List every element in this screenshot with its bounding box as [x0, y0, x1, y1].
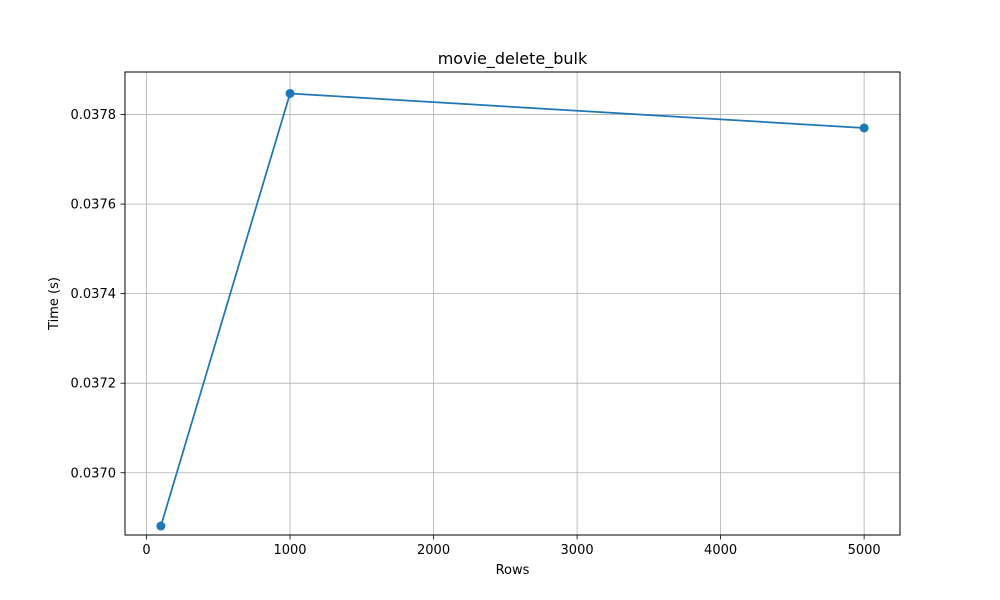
plot-frame	[124, 71, 901, 536]
y-tick-label: 0.0378	[71, 108, 117, 123]
data-point	[859, 123, 869, 133]
chart-title: movie_delete_bulk	[438, 49, 588, 69]
x-tick-label: 3000	[561, 543, 594, 558]
x-tick-label: 4000	[704, 543, 737, 558]
y-tick-label: 0.0374	[71, 287, 117, 302]
y-tick-label: 0.0376	[71, 198, 117, 213]
data-point	[285, 88, 295, 98]
y-tick-label: 0.0372	[71, 377, 117, 392]
axis-ticks: 0 1000 2000 3000 4000 5000 0.0370 0.0372 0.0374 0…	[71, 108, 881, 558]
series-layer	[156, 88, 869, 531]
x-axis-label: Rows	[496, 563, 530, 578]
y-axis-label: Time (s)	[47, 277, 62, 331]
x-tick-label: 1000	[273, 543, 306, 558]
y-tick-label: 0.0370	[71, 466, 117, 481]
x-tick-label: 0	[142, 543, 150, 558]
grid-lines	[125, 72, 900, 535]
data-point	[156, 521, 166, 531]
x-tick-label: 2000	[417, 543, 450, 558]
x-tick-label: 5000	[848, 543, 881, 558]
